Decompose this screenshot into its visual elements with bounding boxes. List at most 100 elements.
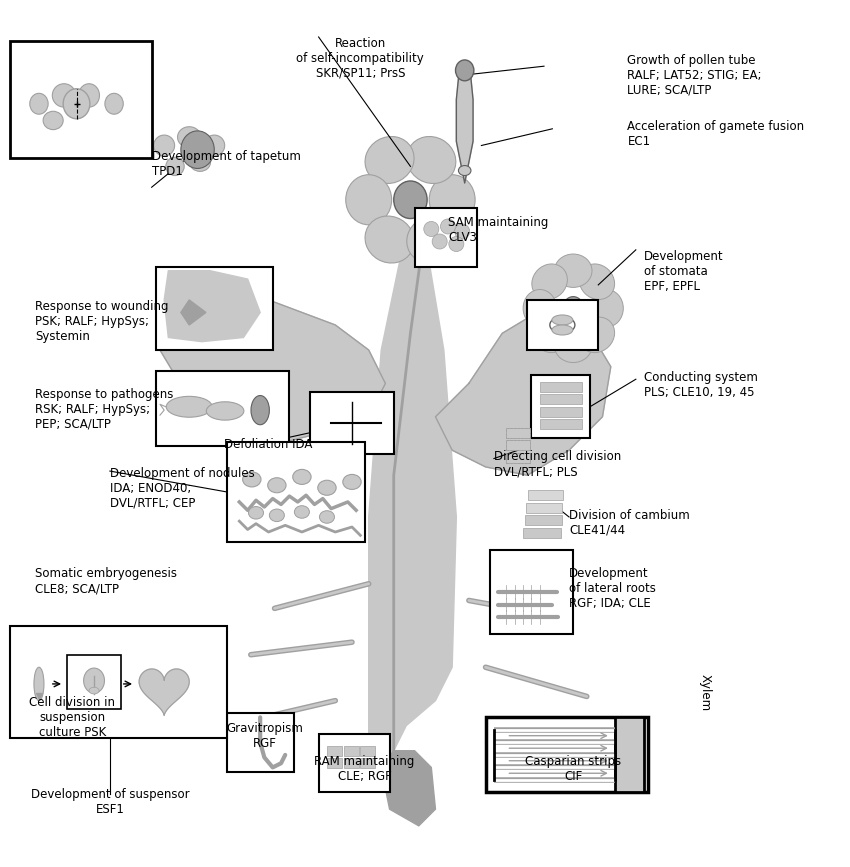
Polygon shape bbox=[160, 284, 385, 450]
Ellipse shape bbox=[394, 181, 428, 218]
Ellipse shape bbox=[30, 94, 48, 114]
Text: Acceleration of gamete fusion
EC1: Acceleration of gamete fusion EC1 bbox=[627, 121, 805, 148]
Bar bbox=[507, 453, 530, 463]
Text: Development
of lateral roots
RGF; IDA; CLE: Development of lateral roots RGF; IDA; C… bbox=[569, 567, 656, 610]
Polygon shape bbox=[164, 271, 260, 342]
Ellipse shape bbox=[532, 264, 568, 299]
Ellipse shape bbox=[449, 237, 464, 251]
Bar bbox=[327, 746, 342, 756]
Polygon shape bbox=[435, 309, 611, 475]
Ellipse shape bbox=[207, 401, 244, 420]
Ellipse shape bbox=[53, 84, 76, 108]
Polygon shape bbox=[369, 250, 456, 767]
Text: Gravitropism
RGF: Gravitropism RGF bbox=[226, 721, 303, 749]
Bar bbox=[66, 655, 121, 709]
Bar bbox=[540, 381, 581, 392]
Bar bbox=[360, 759, 376, 768]
Ellipse shape bbox=[407, 136, 456, 184]
Ellipse shape bbox=[456, 60, 474, 81]
Ellipse shape bbox=[590, 290, 623, 327]
Text: Response to pathogens
RSK; RALF; HypSys;
PEP; SCA/LTP: Response to pathogens RSK; RALF; HypSys;… bbox=[35, 388, 173, 431]
Text: Response to wounding
PSK; RALF; HypSys;
Systemin: Response to wounding PSK; RALF; HypSys; … bbox=[35, 300, 168, 343]
Text: Division of cambium
CLE41/44: Division of cambium CLE41/44 bbox=[569, 509, 690, 537]
Bar bbox=[327, 759, 342, 768]
Ellipse shape bbox=[166, 157, 184, 175]
Ellipse shape bbox=[523, 290, 557, 327]
Bar bbox=[156, 266, 273, 350]
Ellipse shape bbox=[242, 472, 261, 487]
Ellipse shape bbox=[579, 317, 615, 353]
Ellipse shape bbox=[34, 668, 44, 701]
Bar bbox=[540, 394, 581, 404]
Ellipse shape bbox=[190, 153, 211, 172]
Ellipse shape bbox=[552, 325, 573, 335]
Bar bbox=[531, 375, 590, 438]
Ellipse shape bbox=[343, 474, 361, 490]
Bar bbox=[523, 528, 561, 538]
Ellipse shape bbox=[181, 131, 214, 168]
Bar bbox=[528, 490, 564, 500]
Ellipse shape bbox=[154, 135, 174, 156]
Ellipse shape bbox=[320, 511, 334, 524]
Bar bbox=[343, 759, 359, 768]
Text: Casparian strips
CIF: Casparian strips CIF bbox=[525, 755, 621, 783]
Text: Directing cell division
DVL/RTFL; PLS: Directing cell division DVL/RTFL; PLS bbox=[494, 450, 621, 479]
Bar bbox=[540, 407, 581, 417]
Text: Reaction
of self-incompatibility
SKR/SP11; PrsS: Reaction of self-incompatibility SKR/SP1… bbox=[297, 37, 424, 80]
Text: Development of tapetum
TPD1: Development of tapetum TPD1 bbox=[151, 150, 301, 178]
Ellipse shape bbox=[579, 264, 615, 299]
Bar bbox=[360, 746, 376, 756]
Ellipse shape bbox=[550, 316, 575, 333]
Ellipse shape bbox=[251, 395, 269, 425]
Bar bbox=[490, 551, 573, 634]
Bar bbox=[415, 208, 477, 266]
Bar bbox=[524, 515, 562, 525]
Ellipse shape bbox=[78, 84, 99, 108]
Ellipse shape bbox=[554, 329, 592, 362]
Bar bbox=[507, 440, 530, 450]
Bar bbox=[9, 625, 227, 738]
Text: Growth of pollen tube
RALF; LAT52; STIG; EA;
LURE; SCA/LTP: Growth of pollen tube RALF; LAT52; STIG;… bbox=[627, 54, 762, 97]
Ellipse shape bbox=[552, 315, 573, 325]
Bar bbox=[227, 442, 365, 542]
Ellipse shape bbox=[440, 219, 456, 234]
Bar bbox=[507, 453, 530, 463]
Bar bbox=[507, 427, 530, 438]
Ellipse shape bbox=[43, 111, 63, 130]
Bar bbox=[527, 300, 598, 350]
Ellipse shape bbox=[365, 136, 414, 184]
Bar bbox=[156, 371, 289, 446]
Ellipse shape bbox=[563, 297, 584, 320]
Ellipse shape bbox=[294, 505, 309, 518]
Bar bbox=[9, 41, 151, 158]
Bar bbox=[540, 420, 581, 429]
Ellipse shape bbox=[268, 478, 286, 492]
Ellipse shape bbox=[204, 135, 224, 156]
Bar bbox=[526, 503, 563, 512]
Ellipse shape bbox=[318, 480, 336, 495]
Bar bbox=[227, 714, 293, 772]
Ellipse shape bbox=[269, 509, 285, 522]
Bar bbox=[319, 734, 389, 792]
Ellipse shape bbox=[292, 469, 311, 485]
Bar bbox=[343, 746, 359, 756]
Ellipse shape bbox=[89, 688, 99, 694]
Text: Somatic embryogenesis
CLE8; SCA/LTP: Somatic embryogenesis CLE8; SCA/LTP bbox=[35, 567, 177, 595]
Ellipse shape bbox=[458, 166, 471, 175]
Ellipse shape bbox=[432, 234, 447, 249]
Text: Xylem: Xylem bbox=[699, 674, 711, 711]
Ellipse shape bbox=[365, 216, 414, 263]
Text: RAM maintaining
CLE; RGF: RAM maintaining CLE; RGF bbox=[314, 755, 415, 783]
Text: Development
of stomata
EPF, EPFL: Development of stomata EPF, EPFL bbox=[644, 250, 724, 293]
Ellipse shape bbox=[63, 88, 90, 119]
Text: Conducting system
PLS; CLE10, 19, 45: Conducting system PLS; CLE10, 19, 45 bbox=[644, 371, 758, 399]
Text: Development of suspensor
ESF1: Development of suspensor ESF1 bbox=[31, 788, 190, 817]
Text: Cell division in
suspension
culture PSK: Cell division in suspension culture PSK bbox=[30, 696, 116, 740]
Ellipse shape bbox=[167, 396, 212, 417]
Ellipse shape bbox=[407, 216, 456, 263]
Text: SAM maintaining
CLV3: SAM maintaining CLV3 bbox=[448, 217, 548, 244]
Ellipse shape bbox=[532, 317, 568, 353]
Ellipse shape bbox=[105, 94, 123, 114]
Polygon shape bbox=[181, 300, 206, 325]
Bar bbox=[615, 717, 644, 792]
